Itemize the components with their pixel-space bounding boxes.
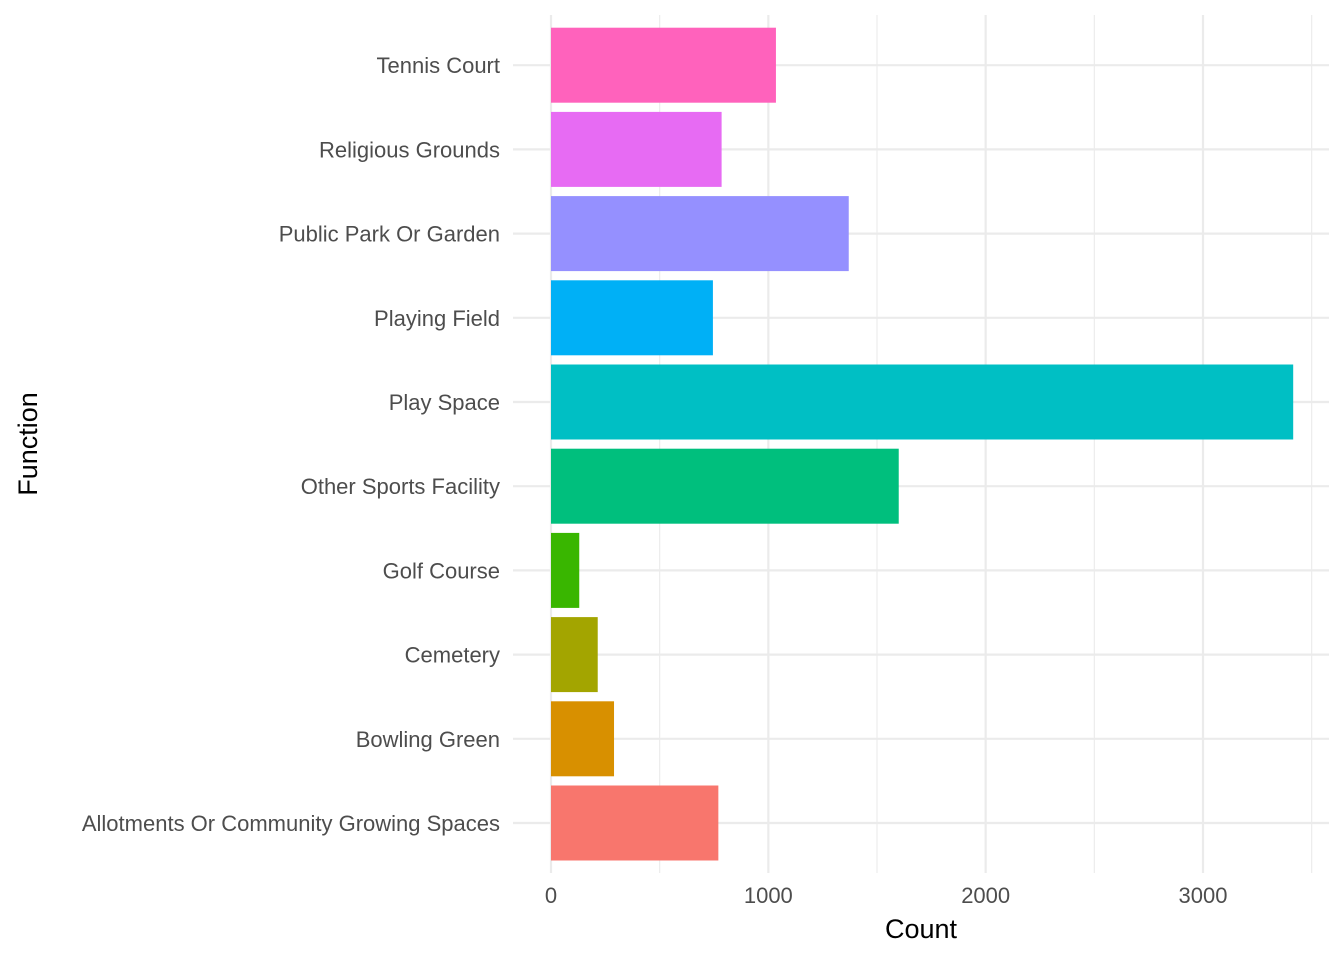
bar-public-park-or-garden [551,196,849,272]
y-tick-labels: Allotments Or Community Growing Spaces Bo… [82,53,500,836]
bar-tennis-court [551,27,776,103]
bars [551,27,1294,861]
bar-playing-field [551,280,713,356]
y-tick-label-bowling-green: Bowling Green [356,727,500,752]
y-tick-label-allotments-or-community-growing-spaces: Allotments Or Community Growing Spaces [82,811,500,836]
bar-play-space [551,364,1294,440]
bar-allotments-or-community-growing-spaces [551,785,719,861]
x-axis-title: Count [885,914,958,944]
bar-other-sports-facility [551,448,899,524]
x-tick-labels: 0 1000 2000 3000 [545,883,1228,908]
bar-religious-grounds [551,111,722,187]
x-tick-label: 0 [545,883,557,908]
x-tick-label: 2000 [961,883,1010,908]
y-tick-label-cemetery: Cemetery [405,643,500,668]
y-tick-label-golf-course: Golf Course [383,558,500,583]
bar-cemetery [551,617,598,693]
y-tick-label-other-sports-facility: Other Sports Facility [301,474,500,499]
x-tick-label: 1000 [744,883,793,908]
y-tick-label-play-space: Play Space [389,390,500,415]
y-axis-title: Function [13,392,43,496]
y-tick-label-playing-field: Playing Field [374,306,500,331]
x-tick-label: 3000 [1179,883,1228,908]
bar-golf-course [551,532,580,608]
y-tick-label-tennis-court: Tennis Court [376,53,500,78]
y-tick-label-public-park-or-garden: Public Park Or Garden [279,222,500,247]
bar-bowling-green [551,701,615,777]
y-tick-label-religious-grounds: Religious Grounds [319,137,500,162]
